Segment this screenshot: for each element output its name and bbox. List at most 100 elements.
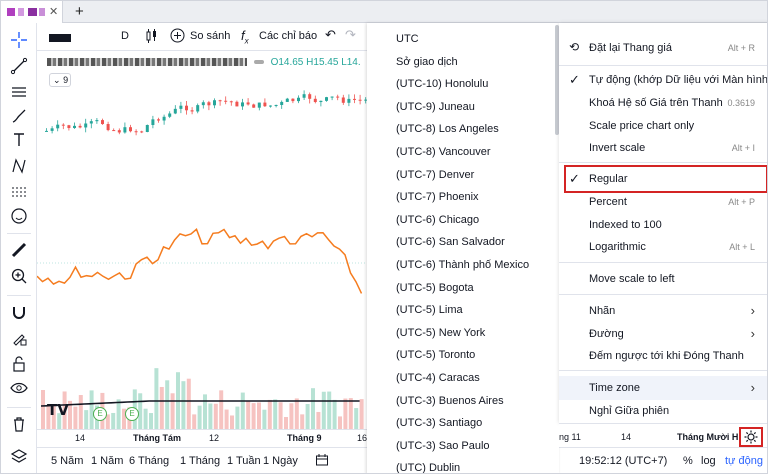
prediction-icon[interactable] (9, 183, 29, 203)
menu-auto-fit[interactable]: ✓ Tự động (khớp Dữ liệu với Màn hình) (559, 69, 767, 91)
legend-open: O14.65 (270, 57, 304, 68)
timezone-item[interactable]: (UTC-3) Santiago (396, 417, 483, 430)
chart-pane[interactable]: O14.65 H15.45 L14. ⌄ 9 𝗧𝗩 E E (37, 51, 367, 429)
timezone-item[interactable]: Sở giao dịch (396, 55, 458, 68)
lock-drawings-icon[interactable] (9, 329, 29, 349)
timezone-item[interactable]: (UTC-10) Honolulu (396, 78, 489, 91)
range-1y-button[interactable]: 1 Năm (91, 455, 124, 467)
timezone-item[interactable]: (UTC-6) San Salvador (396, 236, 505, 249)
timezone-item[interactable]: (UTC-9) Juneau (396, 100, 475, 113)
close-tab-icon[interactable]: ✕ (49, 6, 59, 18)
earnings-marker-icon[interactable]: E (93, 407, 107, 421)
tradingview-logo-icon[interactable]: 𝗧𝗩 (47, 402, 69, 419)
timezone-item[interactable]: (UTC-5) Lima (396, 304, 463, 317)
trash-icon[interactable] (9, 415, 29, 435)
timezone-item[interactable]: (UTC) Dublin (396, 462, 461, 474)
scale-settings-button[interactable] (739, 427, 763, 447)
menu-reset-scale[interactable]: ⟲ Đặt lại Thang giá Alt + R (559, 37, 767, 59)
timezone-scrollbar[interactable] (555, 25, 559, 135)
menu-lines[interactable]: Đường › (559, 323, 767, 345)
range-1m-button[interactable]: 1 Tháng (180, 455, 221, 467)
candle-body (347, 98, 351, 103)
candle-body (285, 98, 289, 102)
emoji-icon[interactable] (9, 207, 29, 227)
volume-bar (311, 388, 315, 429)
compare-button[interactable]: So sánh (190, 30, 231, 42)
redo-icon[interactable]: ↷ (345, 27, 356, 42)
compare-plus-icon[interactable] (170, 28, 185, 46)
volume-bar (343, 398, 348, 429)
new-tab-button[interactable]: + (75, 3, 84, 20)
candle-body (67, 125, 71, 129)
clock-timezone[interactable]: 19:52:12 (UTC+7) (579, 455, 668, 467)
horizontal-lines-icon[interactable] (9, 83, 29, 103)
auto-toggle[interactable]: tự động (725, 455, 763, 467)
volume-bar (159, 386, 164, 429)
candle-body (168, 113, 172, 117)
timezone-item[interactable]: (UTC-8) Los Angeles (396, 123, 499, 136)
range-5y-button[interactable]: 5 Năm (51, 455, 84, 467)
timezone-item[interactable]: (UTC-8) Vancouver (396, 146, 491, 158)
indicators-button[interactable]: Các chỉ báo (259, 30, 318, 42)
pattern-icon[interactable] (9, 157, 29, 177)
timezone-item[interactable]: (UTC-6) Chicago (396, 213, 480, 226)
range-1d-button[interactable]: 1 Ngày (263, 455, 298, 467)
layers-icon[interactable] (9, 447, 29, 467)
timezone-item[interactable]: (UTC-7) Phoenix (396, 191, 479, 204)
interval-button[interactable]: D (121, 30, 129, 42)
candle-body (241, 102, 244, 107)
volume-bar (89, 390, 94, 429)
range-1w-button[interactable]: 1 Tuần (227, 455, 261, 467)
log-toggle[interactable]: log (701, 455, 716, 467)
zoom-in-icon[interactable] (9, 267, 29, 287)
candle-body (257, 102, 261, 108)
menu-regular[interactable]: ✓ Regular (559, 168, 767, 190)
candle-body (213, 100, 216, 106)
indicators-fx-icon[interactable]: fx (241, 28, 249, 46)
menu-invert-scale[interactable]: Invert scale Alt + I (559, 137, 767, 159)
brush-icon[interactable] (9, 107, 29, 127)
eye-icon[interactable] (9, 379, 29, 399)
menu-labels[interactable]: Nhãn › (559, 300, 767, 322)
menu-timezone[interactable]: Time zone › (559, 376, 767, 400)
timezone-item[interactable]: (UTC-5) Toronto (396, 349, 476, 362)
symbol-name-redacted[interactable] (49, 34, 71, 42)
timezone-item[interactable]: (UTC-3) Buenos Aires (396, 394, 504, 407)
volume-bar (62, 391, 67, 429)
candle-body (229, 101, 233, 103)
volume-bar (122, 408, 126, 429)
chart-tab[interactable]: ✕ (1, 1, 63, 23)
timezone-item[interactable]: (UTC-5) New York (396, 326, 486, 339)
timezone-item[interactable]: (UTC-4) Caracas (396, 372, 480, 384)
menu-session-breaks[interactable]: Nghỉ Giữa phiên (559, 400, 767, 422)
percent-toggle[interactable]: % (683, 455, 693, 467)
menu-countdown[interactable]: Đếm ngược tới khi Đóng Thanh (559, 345, 767, 367)
trend-line-icon[interactable] (9, 57, 29, 77)
timezone-item[interactable]: (UTC-7) Denver (396, 168, 475, 181)
timezone-item[interactable]: (UTC-6) Thành phố Mexico (396, 259, 530, 271)
undo-icon[interactable]: ↶ (325, 27, 336, 42)
menu-indexed[interactable]: Indexed to 100 (559, 214, 767, 236)
timezone-item[interactable]: (UTC-5) Bogota (396, 281, 474, 294)
menu-scale-price-only[interactable]: Scale price chart only (559, 115, 767, 137)
candles-icon[interactable] (145, 28, 159, 47)
crosshair-icon[interactable] (9, 31, 29, 51)
magnet-icon[interactable] (9, 303, 29, 323)
right-time-axis[interactable]: ng 11 14 Tháng Mười H (559, 423, 767, 447)
indicator-count-toggle[interactable]: ⌄ 9 (49, 73, 71, 87)
menu-percent[interactable]: Percent Alt + P (559, 191, 767, 213)
timezone-item[interactable]: UTC (396, 33, 419, 45)
menu-logarithmic[interactable]: Logarithmic Alt + L (559, 236, 767, 258)
lock-ratio-value: 0.3619 (727, 98, 755, 108)
date-range-icon[interactable] (315, 453, 329, 470)
menu-move-scale-left[interactable]: Move scale to left (559, 268, 767, 290)
menu-lock-ratio[interactable]: Khoá Hệ số Giá trên Thanh 0.3619 (559, 92, 767, 114)
text-icon[interactable] (9, 131, 29, 151)
ruler-icon[interactable] (9, 241, 29, 261)
time-axis[interactable]: 14 Tháng Tám 12 Tháng 9 16 (37, 429, 367, 447)
unlock-icon[interactable] (9, 355, 29, 375)
range-6m-button[interactable]: 6 Tháng (129, 455, 170, 467)
earnings-marker-icon[interactable]: E (125, 407, 139, 421)
timezone-item[interactable]: (UTC-3) Sao Paulo (396, 439, 490, 452)
candle-body (190, 110, 194, 112)
